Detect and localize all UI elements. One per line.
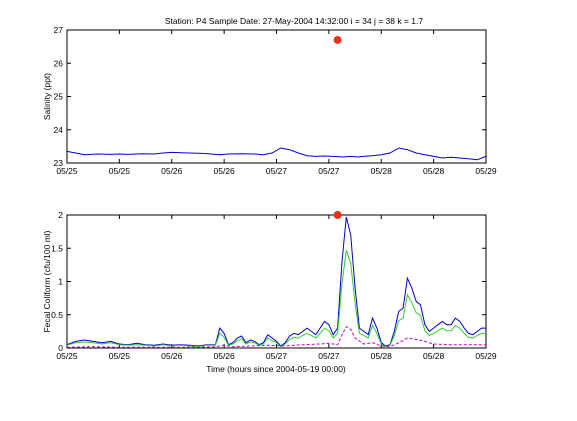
coliform-xlabel: Time (hours since 2004-05-19 00:00) xyxy=(206,364,346,374)
coliform-panel: Fecal Coliform (cfu/100 ml) Time (hours … xyxy=(42,210,497,374)
salinity-xtick-label: 05/26 xyxy=(213,166,235,176)
salinity-ylabel: Salinity (ppt) xyxy=(42,73,52,120)
coliform-series xyxy=(66,216,486,348)
salinity-series-line-1 xyxy=(66,147,487,161)
salinity-ytick-label: 26 xyxy=(54,58,64,68)
coliform-ytick-label: 1.5 xyxy=(51,243,63,253)
coliform-ytick-label: 2 xyxy=(58,210,63,220)
coliform-ytick-label: 1 xyxy=(58,277,63,287)
coliform-xtick-label: 05/29 xyxy=(475,351,497,361)
salinity-xtick-label: 05/27 xyxy=(266,166,288,176)
coliform-xtick-label: 05/25 xyxy=(56,351,78,361)
coliform-xtick-label: 05/28 xyxy=(423,351,445,361)
coliform-series-line-2 xyxy=(66,250,486,348)
coliform-plot-frame xyxy=(66,214,487,349)
salinity-xtick-label: 05/27 xyxy=(318,166,340,176)
coliform-xtick-label: 05/28 xyxy=(371,351,393,361)
salinity-xtick-label: 05/29 xyxy=(475,166,497,176)
salinity-xtick-label: 05/25 xyxy=(56,166,78,176)
coliform-observation-point xyxy=(333,211,342,219)
coliform-xtick-label: 05/25 xyxy=(109,351,131,361)
coliform-ticks: 05/25 05/25 05/26 05/26 05/27 05/27 05/28 05/28… xyxy=(51,210,497,361)
coliform-series-line-3 xyxy=(66,325,486,348)
coliform-xtick-label: 05/27 xyxy=(266,351,288,361)
salinity-xtick-label: 05/26 xyxy=(161,166,183,176)
coliform-xtick-label: 05/27 xyxy=(318,351,340,361)
coliform-ytick-label: 0 xyxy=(58,343,63,353)
figure-title: Station: P4 Sample Date: 27-May-2004 14:… xyxy=(165,16,424,26)
coliform-observation xyxy=(333,211,342,219)
coliform-ylabel: Fecal Coliform (cfu/100 ml) xyxy=(42,230,52,332)
salinity-plot-frame xyxy=(66,29,487,164)
salinity-series xyxy=(66,147,487,161)
salinity-ytick-label: 23 xyxy=(54,158,64,168)
salinity-observation xyxy=(333,35,342,44)
salinity-xtick-label: 05/28 xyxy=(423,166,445,176)
salinity-xtick-label: 05/25 xyxy=(109,166,131,176)
salinity-ytick-label: 24 xyxy=(54,125,64,135)
coliform-xtick-label: 05/26 xyxy=(213,351,235,361)
coliform-xtick-label: 05/26 xyxy=(161,351,183,361)
coliform-series-line-1 xyxy=(66,216,486,347)
salinity-panel: Salinity (ppt) 05/25 05/25 05/26 05/26 05/27… xyxy=(42,25,497,176)
salinity-ytick-label: 25 xyxy=(54,92,64,102)
coliform-ytick-label: 0.5 xyxy=(51,310,63,320)
salinity-observation-point xyxy=(333,35,342,44)
salinity-ticks: 05/25 05/25 05/26 05/26 05/27 05/27 05/28 05/28… xyxy=(54,25,497,176)
salinity-xtick-label: 05/28 xyxy=(371,166,393,176)
salinity-ytick-label: 27 xyxy=(54,25,64,35)
